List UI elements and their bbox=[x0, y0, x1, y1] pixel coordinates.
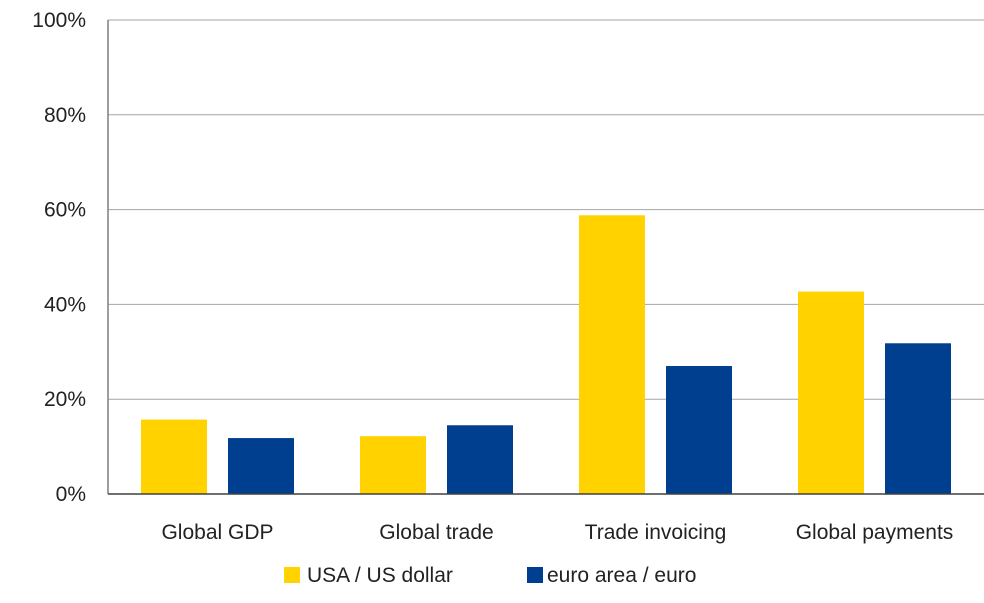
bar-euro-area-global-gdp bbox=[228, 438, 294, 494]
y-tick-labels: 0% 20% 40% 60% 80% 100% bbox=[32, 9, 86, 506]
legend: USA / US dollar euro area / euro bbox=[284, 564, 696, 587]
bar-usa-global-payments bbox=[798, 291, 864, 494]
bar-usa-trade-invoicing bbox=[579, 215, 645, 494]
y-tick-label: 0% bbox=[56, 483, 86, 506]
x-tick-label: Trade invoicing bbox=[585, 521, 727, 544]
bar-euro-area-global-trade bbox=[447, 425, 513, 494]
legend-label-usa: USA / US dollar bbox=[307, 564, 453, 587]
bars bbox=[141, 215, 951, 494]
x-tick-label: Global payments bbox=[796, 521, 954, 544]
bar-usa-global-trade bbox=[360, 436, 426, 494]
legend-swatch-usa bbox=[284, 567, 300, 583]
y-tick-label: 20% bbox=[44, 388, 86, 411]
bar-euro-area-global-payments bbox=[885, 343, 951, 494]
legend-swatch-euro-area bbox=[527, 567, 543, 583]
y-tick-label: 80% bbox=[44, 104, 86, 127]
x-tick-label: Global GDP bbox=[161, 521, 273, 544]
bar-euro-area-trade-invoicing bbox=[666, 366, 732, 494]
x-tick-label: Global trade bbox=[379, 521, 493, 544]
y-tick-label: 40% bbox=[44, 293, 86, 316]
legend-label-euro-area: euro area / euro bbox=[547, 564, 696, 587]
axes bbox=[107, 20, 984, 495]
y-tick-label: 100% bbox=[32, 9, 86, 32]
y-tick-label: 60% bbox=[44, 199, 86, 222]
x-tick-labels: Global GDP Global trade Trade invoicing Glo… bbox=[161, 521, 953, 544]
bar-usa-global-gdp bbox=[141, 419, 207, 494]
